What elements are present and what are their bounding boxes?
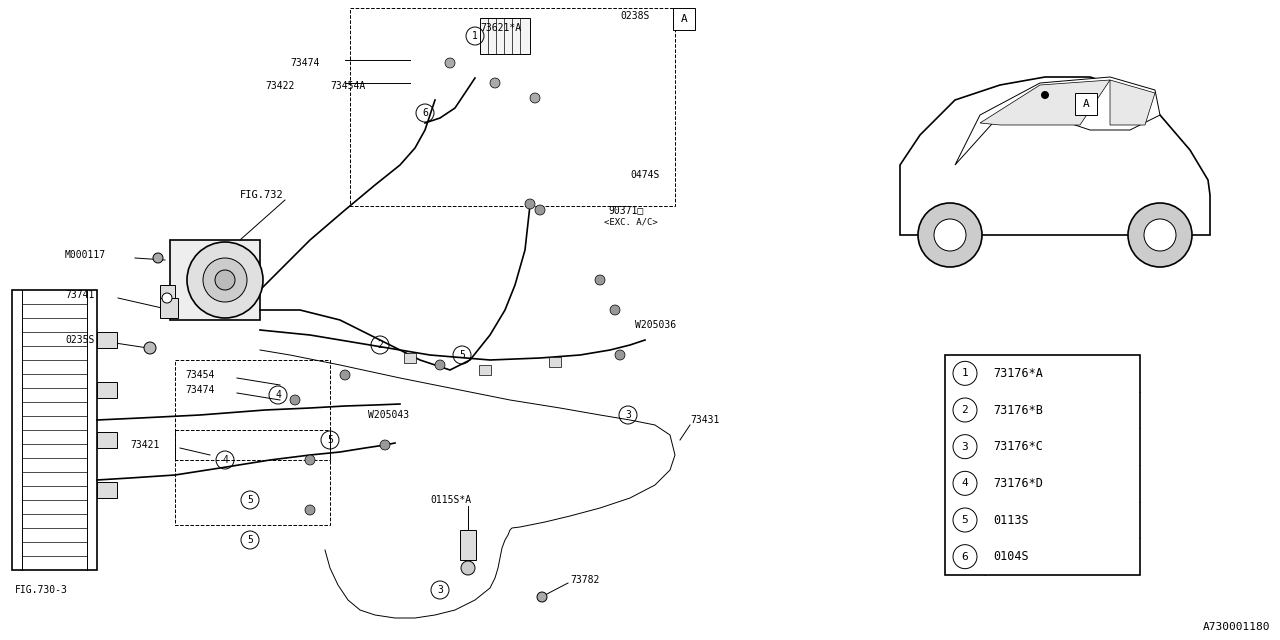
Bar (175, 430, 330, 525)
Circle shape (538, 592, 547, 602)
Text: 0474S: 0474S (630, 170, 659, 180)
Circle shape (340, 370, 349, 380)
Text: 3: 3 (436, 585, 443, 595)
Text: A: A (1083, 99, 1089, 109)
Text: 73741: 73741 (65, 290, 95, 300)
Text: A: A (681, 14, 687, 24)
Text: 73431: 73431 (690, 415, 719, 425)
Text: 5: 5 (247, 535, 253, 545)
Text: 1: 1 (472, 31, 477, 41)
Circle shape (215, 270, 236, 290)
Text: FIG.732: FIG.732 (241, 190, 284, 200)
Bar (97, 482, 116, 498)
Text: 6: 6 (422, 108, 428, 118)
Bar (175, 360, 330, 460)
Text: 0238S: 0238S (620, 11, 649, 21)
Text: 0113S: 0113S (993, 513, 1029, 527)
Bar (404, 353, 416, 363)
Polygon shape (955, 77, 1160, 165)
Polygon shape (980, 80, 1110, 125)
Text: 0104S: 0104S (993, 550, 1029, 563)
Bar (97, 432, 116, 448)
Circle shape (614, 350, 625, 360)
Bar (160, 298, 178, 318)
Circle shape (187, 242, 262, 318)
Circle shape (204, 258, 247, 302)
Text: 73474: 73474 (186, 385, 214, 395)
Circle shape (595, 275, 605, 285)
Bar (97, 382, 116, 398)
Polygon shape (900, 77, 1210, 235)
Circle shape (1144, 219, 1176, 251)
Text: 1: 1 (961, 369, 969, 378)
Text: <EXC. A/C>: <EXC. A/C> (604, 218, 658, 227)
Circle shape (1041, 91, 1050, 99)
Text: 5: 5 (460, 350, 465, 360)
Bar (12, 290, 97, 570)
Text: 73422: 73422 (265, 81, 294, 91)
Circle shape (461, 561, 475, 575)
Text: W205043: W205043 (369, 410, 410, 420)
Text: 73176*A: 73176*A (993, 367, 1043, 380)
Bar (349, 8, 675, 206)
Circle shape (154, 253, 163, 263)
Text: 73454A: 73454A (330, 81, 365, 91)
Text: 3: 3 (961, 442, 969, 452)
Circle shape (525, 199, 535, 209)
Text: 4: 4 (961, 478, 969, 488)
Circle shape (530, 93, 540, 103)
Circle shape (445, 58, 454, 68)
Bar (1075, 93, 1097, 115)
Circle shape (291, 395, 300, 405)
Circle shape (435, 360, 445, 370)
Text: 2: 2 (961, 405, 969, 415)
Text: 73782: 73782 (570, 575, 599, 585)
Bar (479, 365, 492, 375)
Text: 6: 6 (961, 552, 969, 562)
Bar (673, 8, 695, 30)
Circle shape (143, 342, 156, 354)
Text: A730001180: A730001180 (1202, 622, 1270, 632)
Circle shape (163, 293, 172, 303)
Bar (160, 285, 175, 315)
Circle shape (918, 203, 982, 267)
Text: 5: 5 (247, 495, 253, 505)
Bar (97, 332, 116, 348)
Text: 73474: 73474 (291, 58, 320, 68)
Bar (460, 530, 476, 560)
Text: 73176*B: 73176*B (993, 403, 1043, 417)
Bar (549, 357, 561, 367)
Circle shape (490, 78, 500, 88)
Text: 4: 4 (221, 455, 228, 465)
Text: 73176*C: 73176*C (993, 440, 1043, 453)
Circle shape (611, 305, 620, 315)
Circle shape (934, 219, 966, 251)
Polygon shape (1110, 80, 1155, 125)
Text: 73621*A: 73621*A (480, 23, 521, 33)
Bar (945, 355, 1140, 575)
Circle shape (380, 440, 390, 450)
Bar (480, 18, 530, 54)
Text: 2: 2 (378, 340, 383, 350)
Circle shape (535, 205, 545, 215)
Text: 0235S: 0235S (65, 335, 95, 345)
Text: FIG.730-3: FIG.730-3 (15, 585, 68, 595)
Circle shape (1128, 203, 1192, 267)
Text: 90371□: 90371□ (608, 205, 644, 215)
Text: 5: 5 (961, 515, 969, 525)
Text: 3: 3 (625, 410, 631, 420)
Text: 4: 4 (275, 390, 280, 400)
Text: 73421: 73421 (131, 440, 160, 450)
Text: 5: 5 (328, 435, 333, 445)
Text: 73454: 73454 (186, 370, 214, 380)
Text: M000117: M000117 (65, 250, 106, 260)
Circle shape (305, 505, 315, 515)
Text: W205036: W205036 (635, 320, 676, 330)
Text: 73176*D: 73176*D (993, 477, 1043, 490)
Circle shape (305, 455, 315, 465)
Text: 0115S*A: 0115S*A (430, 495, 471, 505)
Bar (170, 240, 260, 320)
